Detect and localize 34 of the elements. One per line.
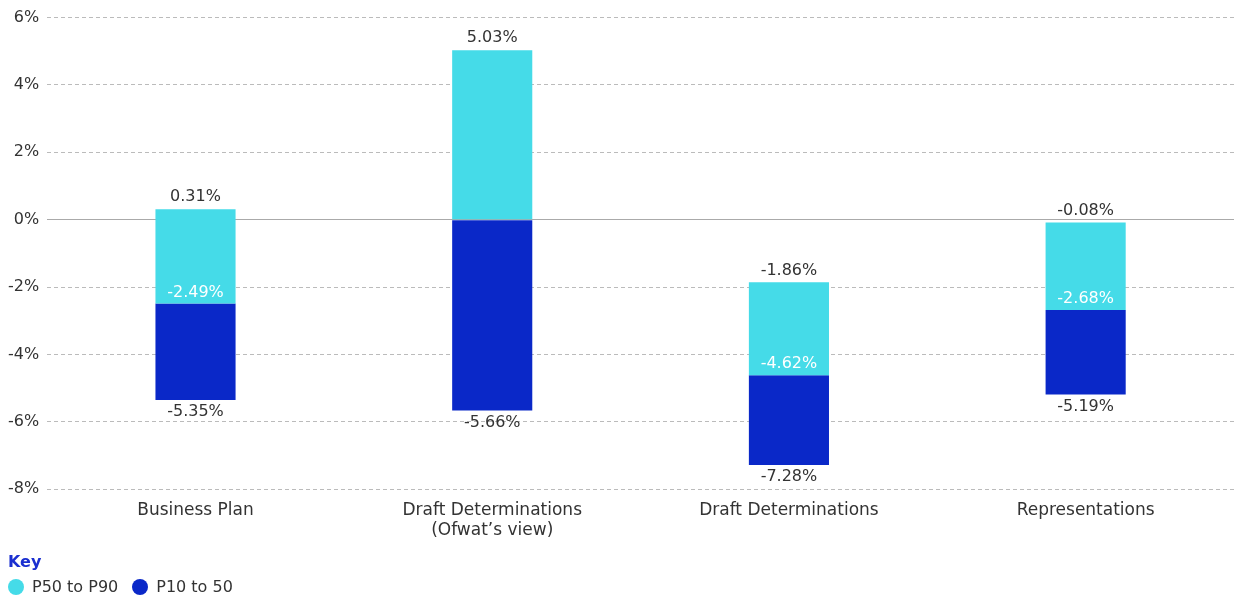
legend-label: P50 to P90 [31,577,119,596]
x-tick-label: Representations [1016,498,1155,519]
annotation: 5.03% [466,27,518,47]
bar [155,303,236,400]
y-tick-label: -2% [8,276,40,296]
y-tick-label: -6% [8,410,40,430]
y-tick-label: 6% [13,6,40,26]
annotation: -2.68% [1057,288,1114,308]
legend-title: Key [8,552,43,571]
bar [1045,222,1126,310]
annotation: -1.86% [760,259,818,279]
bar [155,209,236,304]
annotation: -5.35% [167,401,224,421]
y-tick-label: 0% [13,208,40,228]
y-tick-label: 4% [13,74,40,94]
x-tick-label: Business Plan [137,498,254,519]
x-tick-label: Draft Determinations [699,498,879,519]
bar [452,220,533,411]
annotation: -0.08% [1057,199,1114,219]
x-tick-label: Draft Determinations (Ofwat’s view) [402,498,583,540]
legend-label: P10 to 50 [155,577,233,596]
annotation: -2.49% [167,281,224,301]
y-tick-label: -4% [8,343,40,363]
annotation: -4.62% [760,353,818,373]
bar [1045,309,1126,395]
bar [452,50,533,220]
bar [748,282,829,376]
y-tick-label: -8% [8,478,40,498]
y-tick-label: 2% [13,141,40,161]
bar [748,375,829,465]
annotation: -5.19% [1057,395,1114,415]
annotation: -5.66% [463,411,521,431]
annotation: 0.31% [170,186,221,206]
annotation: -7.28% [760,466,818,486]
